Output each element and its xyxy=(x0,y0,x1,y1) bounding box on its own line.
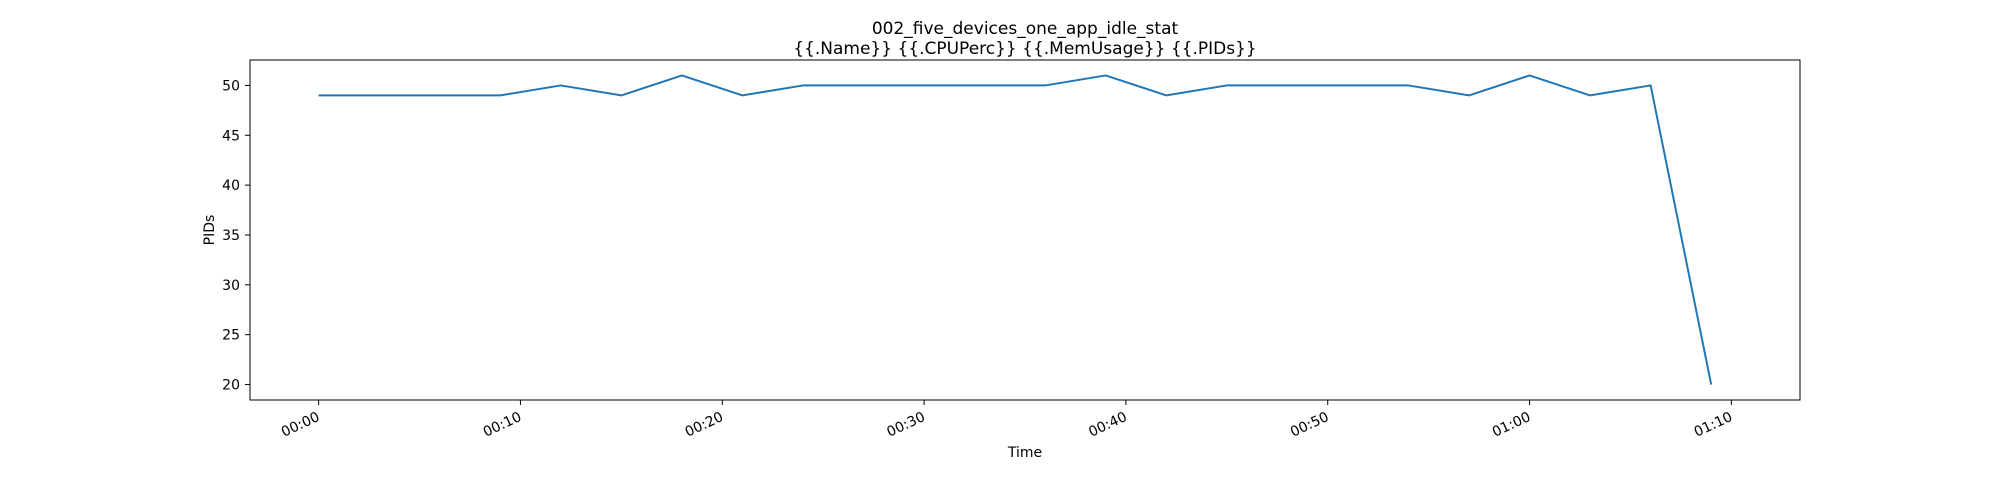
x-axis: 00:00 00:10 00:20 00:30 00:40 00:50 01:00 01:10 xyxy=(279,400,1735,441)
y-axis-label: PIDs xyxy=(202,215,218,246)
x-tick-label: 00:40 xyxy=(1086,409,1129,441)
x-tick-label: 00:20 xyxy=(683,409,726,441)
x-tick-label: 00:30 xyxy=(884,409,927,441)
y-tick-label: 40 xyxy=(222,178,240,194)
series-line-0 xyxy=(318,74,1713,385)
x-tick-label: 01:10 xyxy=(1692,409,1735,441)
chart-title: 002_five_devices_one_app_idle_stat xyxy=(872,19,1179,39)
x-tick-label: 01:00 xyxy=(1490,409,1533,441)
y-tick-label: 20 xyxy=(222,378,240,394)
x-tick-label: 00:00 xyxy=(279,409,322,441)
y-axis: 20 25 30 35 40 45 50 xyxy=(222,78,250,394)
series-layer xyxy=(318,74,1713,385)
y-tick-label: 50 xyxy=(222,78,240,94)
chart-subtitle: {{.Name}} {{.CPUPerc}} {{.MemUsage}} {{.… xyxy=(793,39,1257,59)
x-tick-label: 00:10 xyxy=(481,409,524,441)
y-tick-label: 45 xyxy=(222,128,240,144)
x-tick-label: 00:50 xyxy=(1288,409,1331,441)
y-tick-label: 35 xyxy=(222,228,240,244)
x-axis-label: Time xyxy=(1007,445,1042,461)
y-tick-label: 25 xyxy=(222,328,240,344)
plot-area-frame xyxy=(249,59,1801,401)
y-tick-label: 30 xyxy=(222,278,240,294)
